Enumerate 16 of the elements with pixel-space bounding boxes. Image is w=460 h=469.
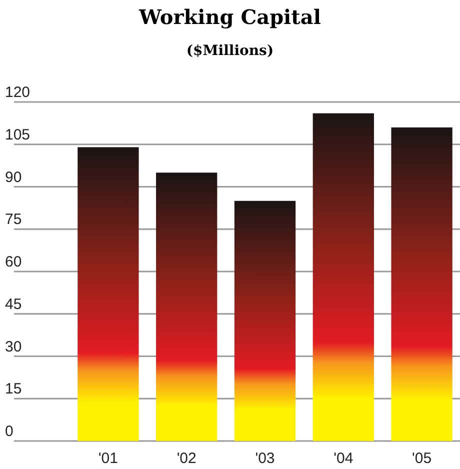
y-tick-label: 105	[5, 126, 30, 144]
x-tick-label: '05	[412, 450, 432, 467]
y-tick-label: 0	[5, 423, 14, 440]
y-tick-label: 60	[5, 254, 22, 270]
y-tick-label: 120	[5, 84, 30, 101]
y-tick-label: 75	[5, 211, 22, 228]
x-tick-label: '01	[98, 450, 118, 467]
y-tick-label: 90	[5, 168, 22, 186]
y-tick-label: 15	[5, 380, 22, 398]
y-tick-label: 45	[5, 296, 22, 313]
chart-subtitle: ($Millions)	[186, 43, 274, 59]
x-tick-label: '02	[176, 450, 196, 467]
x-tick-label: '04	[334, 450, 354, 467]
chart-title: Working Capital	[138, 5, 322, 29]
x-tick-label: '03	[255, 450, 275, 467]
y-tick-label: 30	[5, 338, 22, 356]
